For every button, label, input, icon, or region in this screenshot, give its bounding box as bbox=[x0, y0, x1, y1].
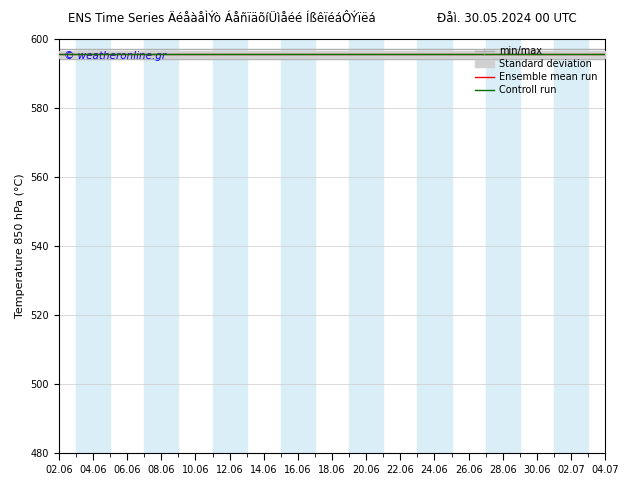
Bar bbox=[349, 39, 366, 453]
Bar bbox=[281, 39, 298, 453]
Bar bbox=[503, 39, 520, 453]
Bar bbox=[554, 39, 571, 453]
Bar bbox=[145, 39, 161, 453]
Bar bbox=[161, 39, 178, 453]
Bar bbox=[230, 39, 247, 453]
Bar bbox=[93, 39, 110, 453]
Text: Ðåì. 30.05.2024 00 UTC: Ðåì. 30.05.2024 00 UTC bbox=[437, 12, 577, 25]
Text: ENS Time Series ÄéåàåÌÝò ÁåñïäõíÜìåéé ÍßêïéáÔÝïëá: ENS Time Series ÄéåàåÌÝò ÁåñïäõíÜìåéé Íß… bbox=[68, 12, 376, 25]
Bar bbox=[366, 39, 384, 453]
Bar bbox=[298, 39, 315, 453]
Bar bbox=[571, 39, 588, 453]
Bar bbox=[486, 39, 503, 453]
Bar bbox=[76, 39, 93, 453]
Y-axis label: Temperature 850 hPa (°C): Temperature 850 hPa (°C) bbox=[15, 173, 25, 318]
Bar bbox=[434, 39, 451, 453]
Legend: min/max, Standard deviation, Ensemble mean run, Controll run: min/max, Standard deviation, Ensemble me… bbox=[472, 44, 600, 98]
Bar bbox=[417, 39, 434, 453]
Text: © weatheronline.gr: © weatheronline.gr bbox=[65, 51, 167, 61]
Bar bbox=[212, 39, 230, 453]
